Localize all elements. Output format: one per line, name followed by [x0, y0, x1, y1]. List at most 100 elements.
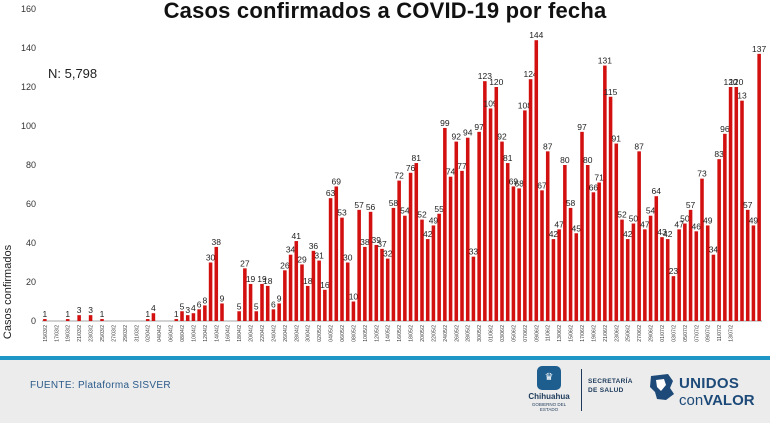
data-label: 69: [332, 176, 342, 186]
data-label: 42: [623, 229, 633, 239]
x-tick-label: 07/07/2: [694, 325, 700, 342]
bar: [545, 151, 550, 321]
x-tick-label: 24/04/2: [271, 325, 277, 342]
bar: [454, 141, 459, 321]
data-label: 81: [412, 153, 422, 163]
bar: [694, 231, 699, 321]
data-label: 94: [463, 128, 473, 138]
bar: [705, 225, 710, 321]
bar: [460, 170, 464, 321]
bar: [494, 87, 499, 321]
chart-title: Casos confirmados a COVID-19 por fecha: [163, 0, 607, 23]
data-label: 57: [743, 200, 753, 210]
data-label: 68: [514, 178, 524, 188]
bar: [597, 182, 601, 321]
bar: [511, 186, 516, 321]
data-label: 3: [77, 305, 82, 315]
state-shield-icon: ♛: [537, 366, 561, 390]
data-label: 120: [489, 77, 503, 87]
data-label: 109: [483, 98, 497, 108]
data-label: 38: [360, 237, 370, 247]
logo-chihuahua-name: Chihuahua: [528, 392, 570, 401]
bar: [145, 319, 150, 321]
x-tick-label: 30/04/2: [306, 325, 312, 342]
chihuahua-government-logo: ♛ Chihuahua GOBIERNO DEL ESTADO: [523, 366, 575, 418]
x-tick-label: 22/04/2: [260, 325, 266, 342]
x-tick-label: 23/06/2: [614, 325, 620, 342]
bar: [563, 165, 567, 321]
data-label: 91: [612, 134, 622, 144]
unidos-line-1: UNIDOS: [679, 375, 740, 392]
data-label: 92: [452, 132, 462, 142]
data-label: 52: [617, 210, 627, 220]
x-tick-label: 03/06/2: [500, 325, 506, 342]
bar: [214, 246, 219, 321]
data-label: 80: [583, 155, 593, 165]
bar: [631, 223, 636, 321]
data-label: 50: [680, 214, 690, 224]
bar: [523, 110, 527, 322]
bar: [517, 188, 521, 321]
bar: [397, 180, 401, 321]
bar: [323, 289, 327, 321]
bar: [603, 65, 607, 321]
bar: [700, 178, 704, 321]
x-tick-label: 21/06/2: [603, 325, 609, 342]
data-label: 123: [478, 71, 492, 81]
data-label: 83: [714, 149, 724, 159]
data-label: 1: [145, 309, 150, 319]
x-tick-label: 18/04/2: [237, 325, 243, 342]
x-tick-label: 04/04/2: [157, 325, 163, 342]
data-label: 9: [220, 293, 225, 303]
bar: [620, 219, 624, 321]
unidos-con: con: [679, 392, 704, 409]
bar: [391, 207, 396, 321]
bar: [557, 229, 561, 321]
bar: [614, 143, 619, 321]
x-tick-label: 14/04/2: [214, 325, 220, 342]
data-label: 120: [729, 77, 743, 87]
data-label: 46: [692, 221, 702, 231]
bar: [654, 196, 659, 321]
footer-bar: [0, 360, 770, 423]
bar: [174, 319, 179, 321]
x-tick-label: 19/03/2: [66, 325, 72, 342]
bar: [745, 209, 750, 321]
data-label: 6: [271, 299, 276, 309]
secretaria-line-2: DE SALUD: [588, 387, 624, 394]
data-label: 26: [280, 260, 290, 270]
bar: [717, 159, 721, 321]
bar: [425, 239, 430, 321]
x-tick-label: 24/05/2: [443, 325, 449, 342]
data-label: 36: [309, 241, 319, 251]
bar: [368, 211, 373, 321]
x-tick-label: 20/04/2: [249, 325, 255, 342]
x-tick-label: 28/05/2: [466, 325, 472, 342]
data-label: 131: [598, 56, 612, 66]
bar: [477, 131, 481, 321]
x-tick-label: 02/04/2: [146, 325, 152, 342]
data-label: 43: [657, 227, 667, 237]
data-label: 92: [497, 132, 507, 142]
x-tick-label: 12/05/2: [374, 325, 380, 342]
x-tick-label: 13/06/2: [557, 325, 563, 342]
data-label: 66: [589, 182, 599, 192]
bar: [208, 262, 213, 321]
bar: [300, 264, 304, 321]
y-tick-label: 40: [26, 238, 36, 248]
x-tick-label: 16/05/2: [397, 325, 403, 342]
data-label: 37: [377, 239, 387, 249]
data-label: 49: [429, 215, 439, 225]
state-map-icon: [650, 374, 674, 400]
bar: [437, 213, 441, 321]
data-label: 54: [646, 206, 656, 216]
data-label: 42: [549, 229, 559, 239]
data-label: 115: [604, 87, 618, 97]
data-label: 34: [709, 245, 719, 255]
x-tick-label: 27/06/2: [637, 325, 643, 342]
bar: [180, 311, 184, 321]
data-label: 30: [206, 253, 216, 263]
data-label: 5: [237, 301, 242, 311]
bar: [528, 79, 533, 321]
bar: [420, 219, 424, 321]
